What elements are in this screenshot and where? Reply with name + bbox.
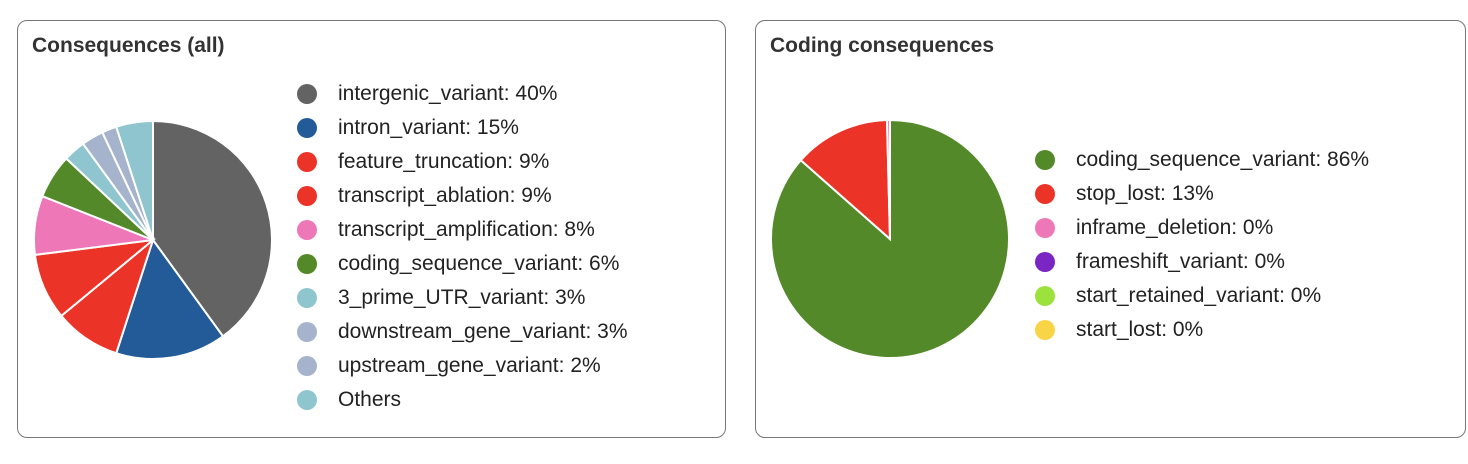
legend-item-transcript-amplification[interactable]: transcript_amplification: 8% [297,213,628,247]
legend-label: coding_sequence_variant: 6% [338,252,620,275]
coding-consequences-panel: Coding consequences coding_sequence_vari… [755,20,1466,438]
legend-label: inframe_deletion: 0% [1076,216,1274,239]
legend-dot [297,220,317,240]
legend-dot [1035,320,1055,340]
legend-dot [1035,286,1055,306]
legend-item-coding-sequence-variant[interactable]: coding_sequence_variant: 6% [297,247,628,281]
legend-dot [297,322,317,342]
legend-item-others[interactable]: Others [297,383,628,417]
legend-item-intergenic-variant[interactable]: intergenic_variant: 40% [297,77,628,111]
legend-item-coding-sequence-variant[interactable]: coding_sequence_variant: 86% [1035,143,1369,177]
chart-title: Consequences (all) [32,34,225,57]
legend-item-intron-variant[interactable]: intron_variant: 15% [297,111,628,145]
legend-label: intergenic_variant: 40% [338,82,558,105]
pie-slice-others[interactable] [114,119,154,241]
legend-label: intron_variant: 15% [338,116,519,139]
legend-item-frameshift-variant[interactable]: frameshift_variant: 0% [1035,245,1369,279]
chart-title: Coding consequences [770,34,995,57]
legend-item-inframe-deletion[interactable]: inframe_deletion: 0% [1035,211,1369,245]
legend-dot [297,84,317,104]
legend-item-downstream-gene-variant[interactable]: downstream_gene_variant: 3% [297,315,628,349]
legend-item-start-retained-variant[interactable]: start_retained_variant: 0% [1035,279,1369,313]
legend-label: coding_sequence_variant: 86% [1076,148,1370,171]
consequences-all-legend: intergenic_variant: 40% intron_variant: 1… [297,77,628,417]
legend-label: Others [338,388,402,411]
legend-label: downstream_gene_variant: 3% [338,320,628,343]
pie-slice-intergenic-variant[interactable] [152,119,273,338]
legend-item-transcript-ablation[interactable]: transcript_ablation: 9% [297,179,628,213]
legend-dot [297,152,317,172]
legend-dot [297,356,317,376]
legend-dot [297,254,317,274]
legend-label: frameshift_variant: 0% [1076,250,1285,273]
legend-dot [1035,184,1055,204]
legend-label: feature_truncation: 9% [338,150,550,173]
legend-label: upstream_gene_variant: 2% [338,354,601,377]
pie-slice-stop-lost[interactable] [799,119,892,242]
legend-label: stop_lost: 13% [1076,182,1214,205]
legend-dot [297,118,317,138]
coding-consequences-legend: coding_sequence_variant: 86% stop_lost: 1… [1035,143,1369,347]
legend-item-start-lost[interactable]: start_lost: 0% [1035,313,1369,347]
legend-dot [297,186,317,206]
consequences-all-pie [33,119,273,360]
legend-dot [1035,150,1055,170]
legend-label: 3_prime_UTR_variant: 3% [338,286,586,309]
legend-dot [297,288,317,308]
consequences-all-panel: Consequences (all) intergenic_variant: 4… [17,20,726,438]
legend-item-upstream-gene-variant[interactable]: upstream_gene_variant: 2% [297,349,628,383]
legend-dot [1035,218,1055,238]
pie-slice-intron-variant[interactable] [114,237,225,360]
legend-label: transcript_amplification: 8% [338,218,595,241]
legend-item-stop-lost[interactable]: stop_lost: 13% [1035,177,1369,211]
legend-item-feature-truncation[interactable]: feature_truncation: 9% [297,145,628,179]
legend-item-3-prime-utr-variant[interactable]: 3_prime_UTR_variant: 3% [297,281,628,315]
legend-label: transcript_ablation: 9% [338,184,552,207]
coding-consequences-pie [770,118,1010,359]
legend-dot [1035,252,1055,272]
legend-dot [297,390,317,410]
pie-slice-inframe-deletion[interactable] [885,118,891,240]
legend-label: start_lost: 0% [1076,318,1204,341]
legend-label: start_retained_variant: 0% [1076,284,1322,307]
